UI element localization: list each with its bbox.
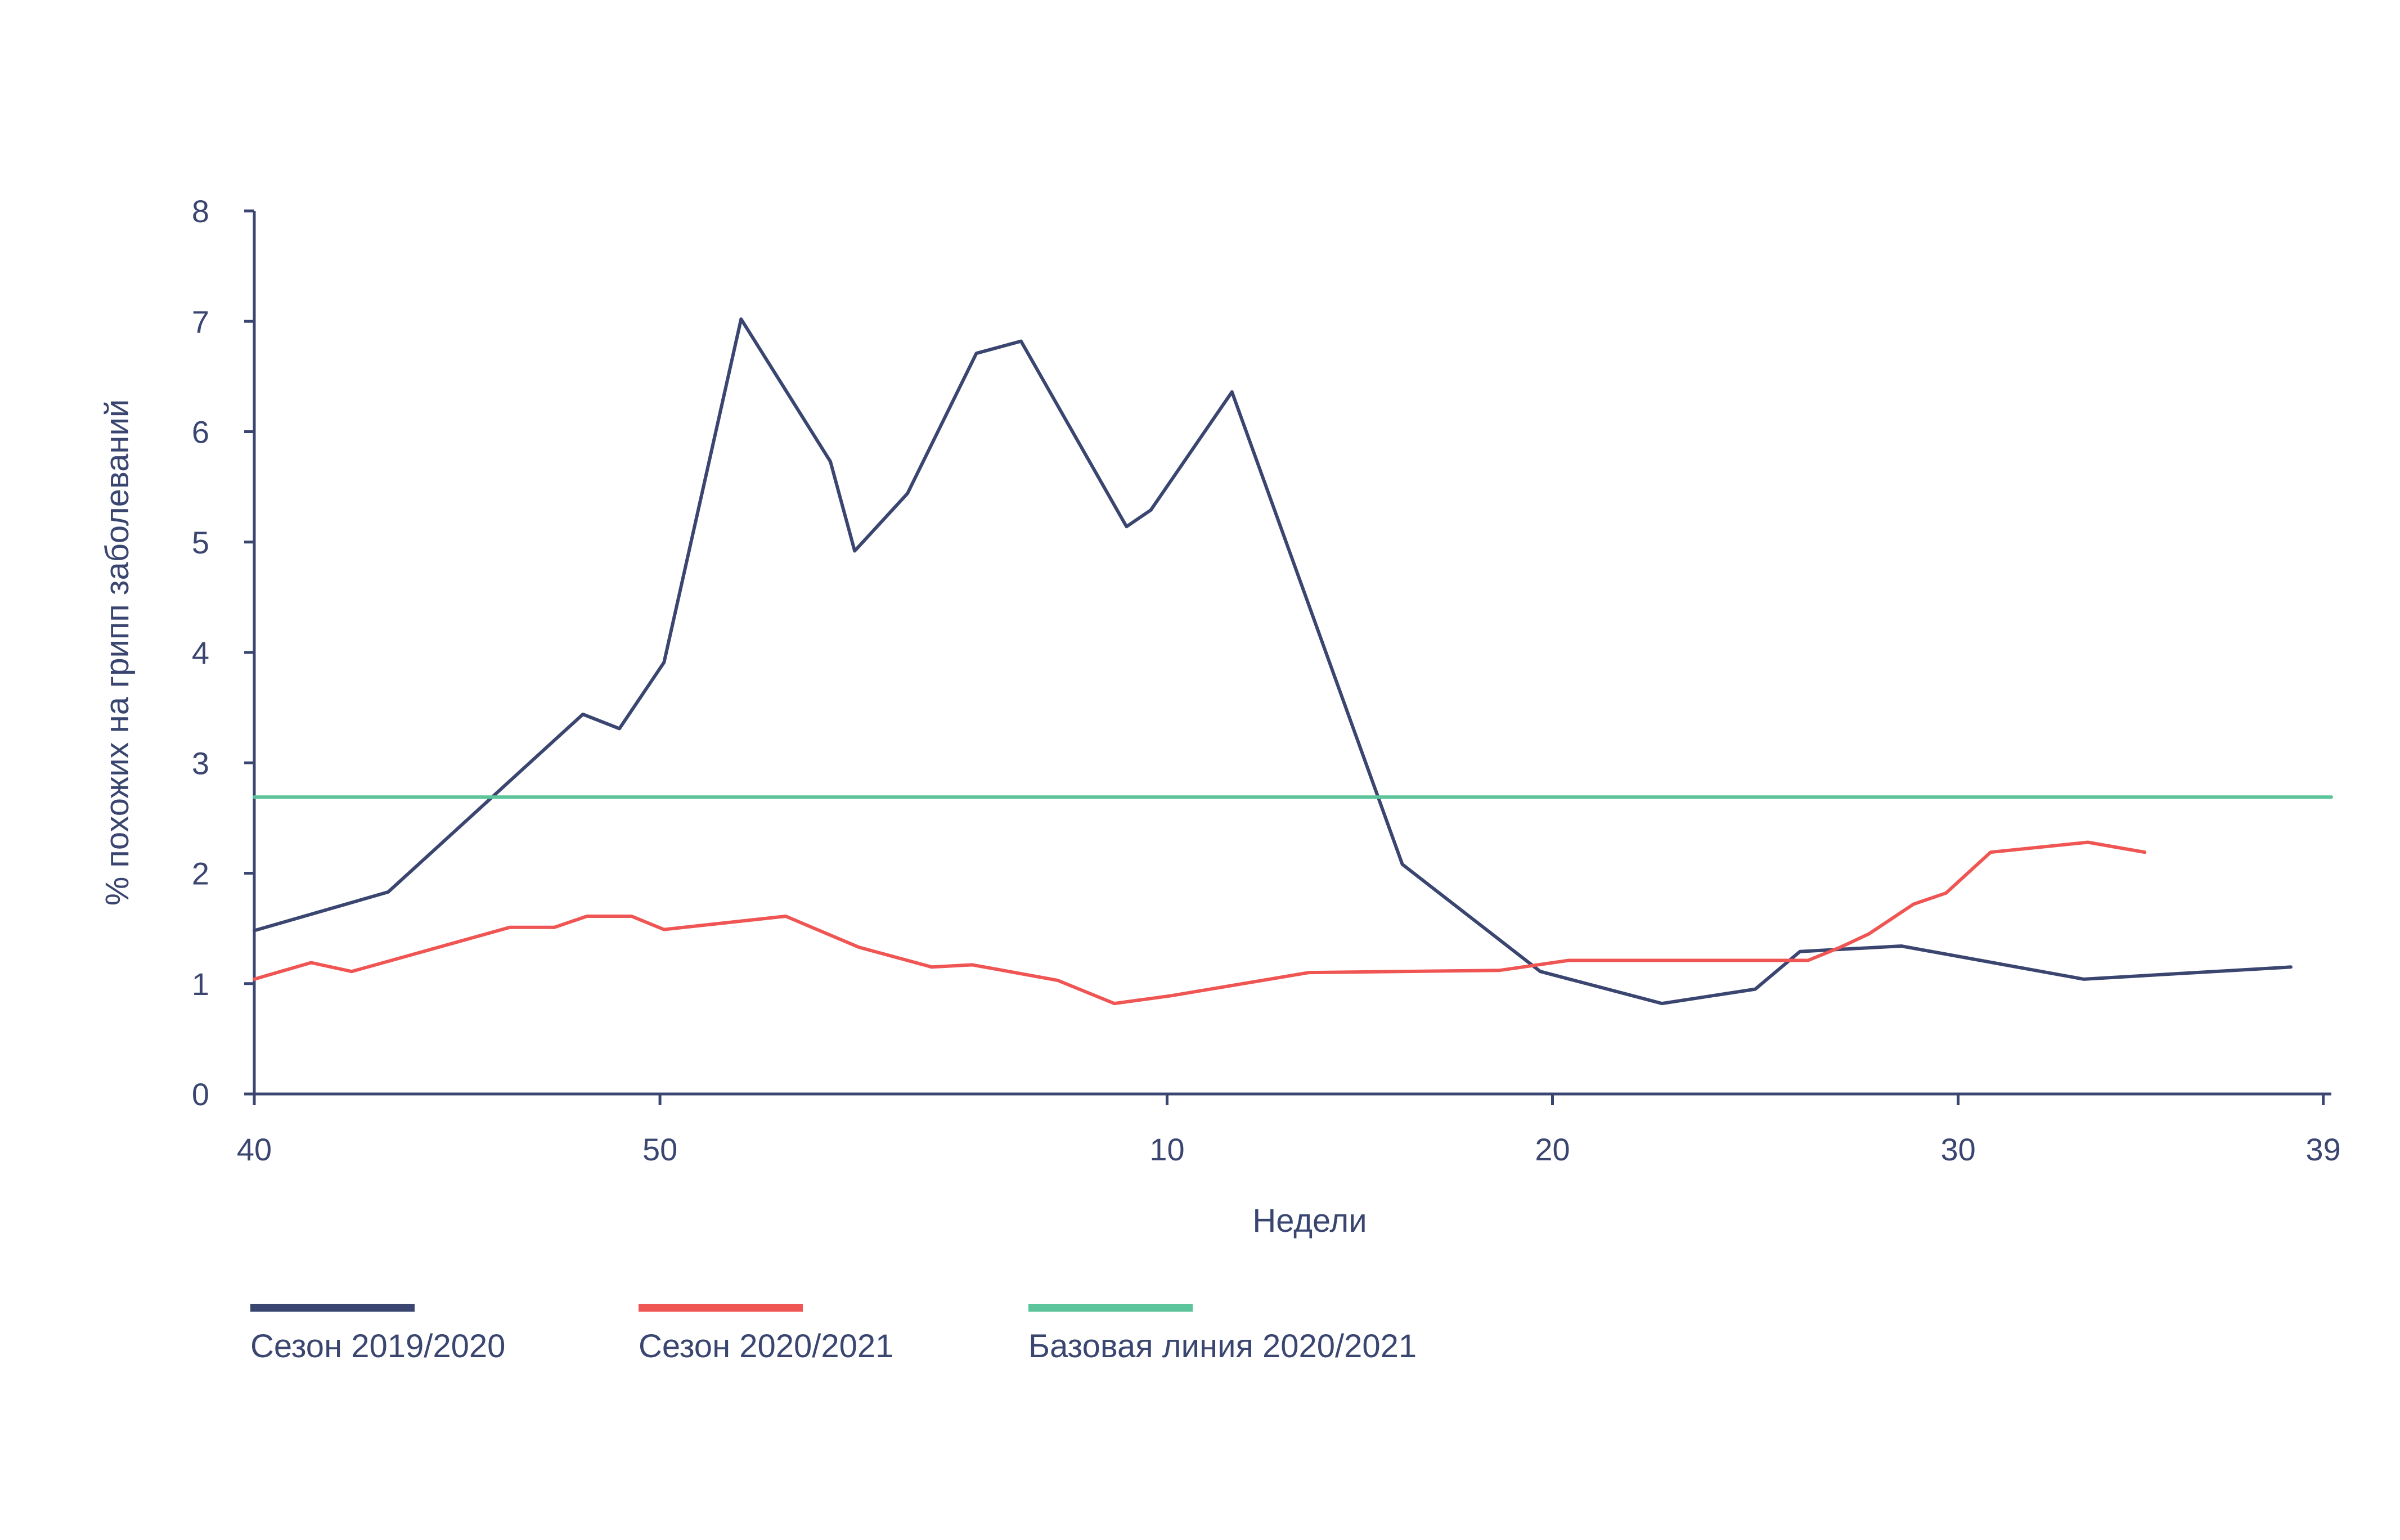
y-tick-label: 2 xyxy=(192,856,209,891)
legend-swatch xyxy=(639,1304,803,1312)
y-tick-label: 3 xyxy=(192,745,209,781)
y-axis-label: % похожих на грипп заболеваний xyxy=(99,399,136,906)
y-tick-label: 0 xyxy=(192,1077,209,1112)
y-tick-label: 8 xyxy=(192,193,209,229)
y-tick-label: 6 xyxy=(192,415,209,450)
y-tick-label: 1 xyxy=(192,966,209,1002)
series-line-season-2020-2021 xyxy=(253,840,2147,1006)
x-tick-label: 40 xyxy=(237,1132,272,1167)
legend-label: Сезон 2019/2020 xyxy=(250,1328,506,1365)
y-tick-label: 7 xyxy=(192,304,209,339)
legend-swatch xyxy=(250,1304,415,1312)
x-axis-label: Недели xyxy=(1252,1203,1367,1239)
series-line-season-2019-2020 xyxy=(253,317,2293,1006)
x-tick-label: 39 xyxy=(2305,1132,2340,1167)
y-tick-label: 4 xyxy=(192,635,209,670)
series-layer xyxy=(253,317,2333,1006)
legend: Сезон 2019/2020 Сезон 2020/2021 Базовая … xyxy=(0,1294,2400,1406)
axes: 0 1 2 3 4 5 6 7 8 40 50 10 20 30 39 xyxy=(192,193,2341,1167)
y-tick-label: 5 xyxy=(192,525,209,560)
legend-label: Сезон 2020/2021 xyxy=(639,1328,894,1365)
x-tick-label: 50 xyxy=(642,1132,677,1167)
x-tick-label: 10 xyxy=(1149,1132,1184,1167)
legend-label: Базовая линия 2020/2021 xyxy=(1028,1328,1417,1365)
x-tick-label: 30 xyxy=(1940,1132,1975,1167)
legend-swatch xyxy=(1028,1304,1193,1312)
x-tick-label: 20 xyxy=(1535,1132,1570,1167)
